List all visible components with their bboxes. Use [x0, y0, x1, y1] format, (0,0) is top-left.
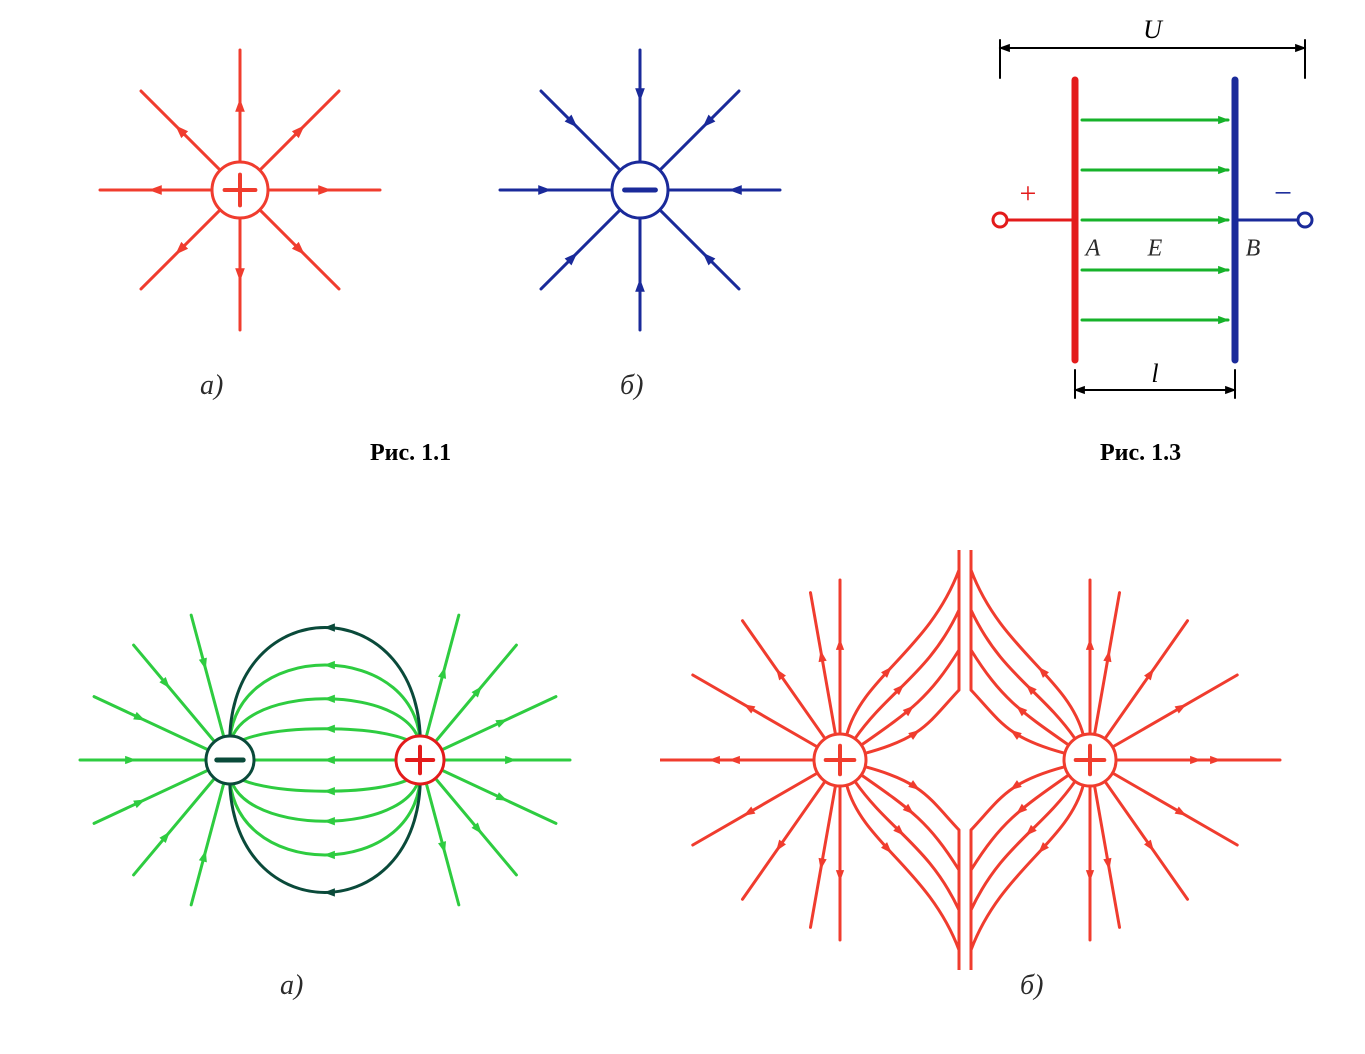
- fig-1-3-capacitor: Ul + − A E B: [960, 20, 1360, 440]
- svg-text:E: E: [1147, 236, 1163, 262]
- two-positive-field: [660, 550, 1360, 970]
- page: а) б) Рис. 1.1 Ul + − A E B Рис. 1.3 а) б): [0, 0, 1365, 1054]
- fig-1-1-sublabel-a: а): [200, 370, 223, 402]
- svg-text:U: U: [1143, 20, 1164, 44]
- dipole-field: [0, 550, 660, 970]
- bottom-sublabel-a: а): [280, 970, 303, 1002]
- svg-text:−: −: [1274, 174, 1292, 210]
- fig-1-1-negative-charge: [400, 0, 880, 380]
- bottom-sublabel-b: б): [1020, 970, 1043, 1002]
- svg-text:B: B: [1246, 236, 1261, 262]
- svg-text:+: +: [1020, 177, 1037, 210]
- svg-text:A: A: [1084, 236, 1101, 262]
- svg-text:l: l: [1151, 359, 1158, 388]
- fig-1-1-sublabel-b: б): [620, 370, 643, 402]
- fig-1-1-caption: Рис. 1.1: [370, 440, 451, 467]
- fig-1-3-caption: Рис. 1.3: [1100, 440, 1181, 467]
